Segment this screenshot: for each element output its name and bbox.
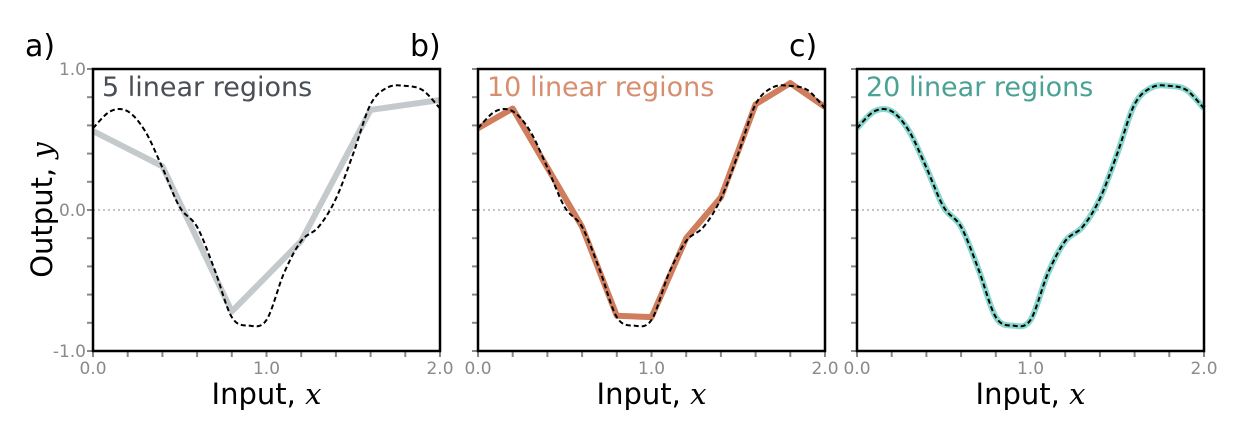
x-tick-label: 2.0 [426,359,453,379]
x-tick-label: 0.0 [79,359,106,379]
x-tick-label: 2.0 [1190,359,1217,379]
target-function-line-c [856,84,1205,328]
target-function-line-a [92,84,441,328]
panel-c: c) 20 linear regions 0.0 1.0 2.0 Input, x [789,29,1218,411]
x-tick-label: 2.0 [811,359,838,379]
panel-a: a) 5 linear regions 0.0 1.0 2.0 Input, x [25,29,454,411]
plot-frame [476,67,827,353]
x-tick-label: 1.0 [1017,359,1044,379]
approximation-line-b [476,80,827,321]
y-axis-label: Output, y [25,142,59,278]
approximation-line-a [91,97,441,315]
plot-frame [91,67,442,353]
panel-b: b) 10 linear regions 0.0 1.0 2.0 Input, x [410,29,839,411]
y-tick-label: 1.0 [59,60,86,80]
y-tick-label: 0.0 [59,201,86,221]
x-tick-label: 1.0 [253,359,280,379]
panel-title-c: 20 linear regions [866,72,1093,103]
panel-label-c: c) [789,29,817,64]
panel-title-a: 5 linear regions [102,72,312,103]
x-tick-label: 1.0 [638,359,665,379]
x-axis-label: Input, x [212,377,322,411]
plot-frame [855,67,1206,353]
x-tick-label: 0.0 [464,359,491,379]
approximation-line-c [854,82,1207,330]
y-tick-label: -1.0 [53,342,86,362]
x-axis-label: Input, x [976,377,1086,411]
target-function-line-b [477,84,826,328]
x-tick-label: 0.0 [843,359,870,379]
panels: a) 5 linear regions 0.0 1.0 2.0 Input, x b) 10 … [25,29,1218,411]
panel-label-b: b) [410,29,441,64]
panel-label-a: a) [25,29,55,64]
panel-title-b: 10 linear regions [487,72,714,103]
x-axis-label: Input, x [597,377,707,411]
